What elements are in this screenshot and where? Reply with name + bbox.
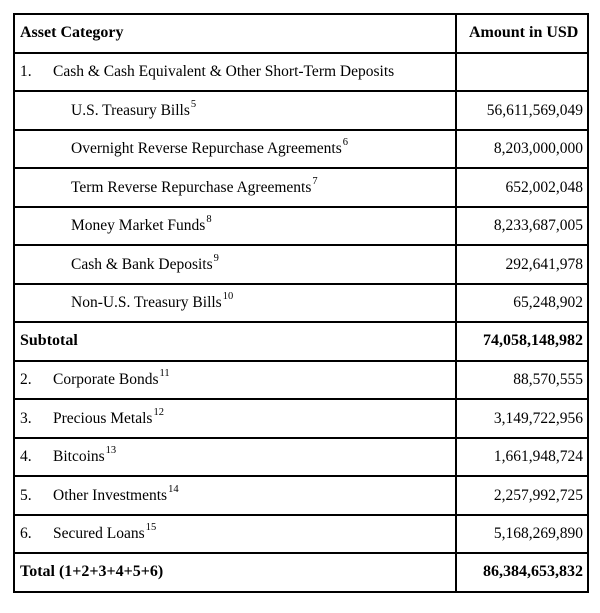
row-label: Cash & Bank Deposits9 — [71, 252, 219, 273]
row-label: U.S. Treasury Bills5 — [71, 98, 197, 119]
asset-category-cell: 6. Secured Loans15 — [15, 516, 455, 553]
amount-cell: 652,002,048 — [455, 169, 587, 206]
amount-cell: 292,641,978 — [455, 246, 587, 283]
row-label: Term Reverse Repurchase Agreements7 — [71, 175, 318, 196]
table-row-subtotal: Subtotal 74,058,148,982 — [15, 321, 587, 360]
asset-category-cell: 4. Bitcoins13 — [15, 439, 455, 476]
table-header-row: Asset Category Amount in USD — [15, 15, 587, 52]
table-row-precious-metals: 3. Precious Metals12 3,149,722,956 — [15, 398, 587, 437]
footnote-ref: 12 — [153, 406, 164, 418]
asset-category-cell: 2. Corporate Bonds11 — [15, 362, 455, 399]
asset-category-cell: U.S. Treasury Bills5 — [15, 92, 455, 129]
table-row-total: Total (1+2+3+4+5+6) 86,384,653,832 — [15, 552, 587, 591]
amount-cell: 2,257,992,725 — [455, 477, 587, 514]
asset-category-cell: Total (1+2+3+4+5+6) — [15, 554, 455, 591]
footnote-ref: 10 — [222, 291, 234, 303]
footnote-ref: 15 — [145, 522, 157, 534]
row-number: 3. — [20, 409, 32, 427]
header-asset-category: Asset Category — [20, 24, 124, 42]
row-label: Other Investments14 — [53, 483, 179, 504]
asset-category-cell: Non-U.S. Treasury Bills10 — [15, 285, 455, 322]
row-number: 1. — [20, 63, 32, 81]
table-row-cash-bank-deposits: Cash & Bank Deposits9 292,641,978 — [15, 244, 587, 283]
asset-category-cell: 3. Precious Metals12 — [15, 400, 455, 437]
amount-cell — [455, 53, 587, 90]
amount-cell: 74,058,148,982 — [455, 323, 587, 360]
row-label: Total (1+2+3+4+5+6) — [20, 563, 164, 581]
amount-cell: 65,248,902 — [455, 284, 587, 321]
table-row-overnight-reverse-repo: Overnight Reverse Repurchase Agreements6… — [15, 128, 587, 168]
table-row-bitcoins: 4. Bitcoins13 1,661,948,724 — [15, 436, 587, 476]
amount-cell: 8,233,687,005 — [455, 207, 587, 244]
table-row-non-us-treasury-bills: Non-U.S. Treasury Bills10 65,248,902 — [15, 282, 587, 322]
table-row-term-reverse-repo: Term Reverse Repurchase Agreements7 652,… — [15, 167, 587, 206]
footnote-ref: 6 — [342, 137, 348, 149]
asset-reserves-table: Asset Category Amount in USD 1. Cash & C… — [13, 13, 589, 593]
footnote-ref: 8 — [206, 214, 212, 226]
footnote-ref: 13 — [105, 445, 117, 457]
amount-cell: 88,570,555 — [455, 361, 587, 398]
amount-cell: 3,149,722,956 — [455, 400, 587, 437]
table-row-us-treasury-bills: U.S. Treasury Bills5 56,611,569,049 — [15, 90, 587, 129]
amount-cell: 56,611,569,049 — [455, 92, 587, 129]
asset-category-cell: 1. Cash & Cash Equivalent & Other Short-… — [15, 54, 455, 91]
amount-cell: 5,168,269,890 — [455, 515, 587, 552]
row-label: Cash & Cash Equivalent & Other Short-Ter… — [53, 63, 395, 81]
table-row-cash-equivalents: 1. Cash & Cash Equivalent & Other Short-… — [15, 51, 587, 91]
row-number: 2. — [20, 371, 32, 389]
header-amount-in-usd: Amount in USD — [455, 15, 587, 52]
row-label: Precious Metals12 — [53, 406, 164, 427]
table-row-other-investments: 5. Other Investments14 2,257,992,725 — [15, 475, 587, 514]
asset-category-cell: Cash & Bank Deposits9 — [15, 246, 455, 283]
footnote-ref: 9 — [213, 252, 219, 264]
amount-cell: 1,661,948,724 — [455, 438, 587, 475]
row-label: Money Market Funds8 — [71, 214, 212, 235]
row-label: Secured Loans15 — [53, 522, 157, 543]
footnote-ref: 5 — [190, 98, 197, 110]
table-row-secured-loans: 6. Secured Loans15 5,168,269,890 — [15, 513, 587, 553]
asset-category-cell: 5. Other Investments14 — [15, 477, 455, 514]
footnote-ref: 11 — [159, 368, 170, 380]
amount-cell: 86,384,653,832 — [455, 554, 587, 591]
asset-category-cell: Money Market Funds8 — [15, 208, 455, 245]
row-label: Overnight Reverse Repurchase Agreements6 — [71, 137, 348, 158]
asset-category-cell: Subtotal — [15, 323, 455, 360]
row-label: Corporate Bonds11 — [53, 368, 170, 389]
row-label: Non-U.S. Treasury Bills10 — [71, 291, 234, 312]
row-number: 5. — [20, 486, 32, 504]
row-number: 6. — [20, 525, 32, 543]
table-row-money-market-funds: Money Market Funds8 8,233,687,005 — [15, 205, 587, 245]
table-row-corporate-bonds: 2. Corporate Bonds11 88,570,555 — [15, 359, 587, 399]
footnote-ref: 14 — [168, 483, 179, 495]
asset-category-cell: Term Reverse Repurchase Agreements7 — [15, 169, 455, 206]
row-label: Subtotal — [20, 332, 78, 350]
asset-category-cell: Overnight Reverse Repurchase Agreements6 — [15, 131, 455, 168]
row-number: 4. — [20, 448, 32, 466]
amount-cell: 8,203,000,000 — [455, 130, 587, 167]
footnote-ref: 7 — [312, 175, 318, 187]
row-label: Bitcoins13 — [53, 445, 117, 466]
